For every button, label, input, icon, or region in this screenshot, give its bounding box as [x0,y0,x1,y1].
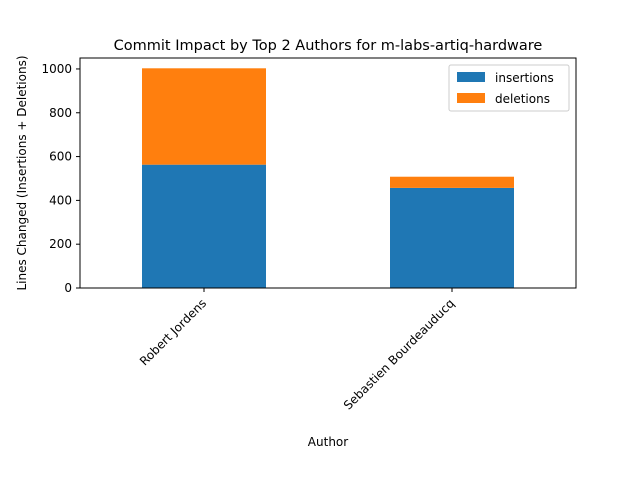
legend: insertions deletions [448,64,570,112]
y-tick-label: 800 [49,106,72,120]
legend-label-deletions: deletions [495,92,550,106]
y-tick-label: 600 [49,150,72,164]
x-axis-label: Author [308,435,348,449]
legend-swatch-insertions [457,72,485,82]
y-tick-label: 400 [49,193,72,207]
y-tick-label: 0 [64,281,72,295]
bars-layer [142,68,514,288]
y-tick-label: 200 [49,237,72,251]
chart-title: Commit Impact by Top 2 Authors for m-lab… [114,38,543,54]
legend-swatch-deletions [457,93,485,103]
plot-frame [79,57,577,289]
bar-insertions-2 [390,187,514,288]
bar-insertions-1 [142,164,266,288]
bar-deletions-1 [142,68,266,165]
bar-deletions-2 [390,176,514,188]
y-tick-label: 1000 [41,62,72,76]
y-axis: 0 200 400 600 800 1000 [41,62,80,295]
legend-label-insertions: insertions [495,71,554,85]
y-axis-label: Lines Changed (Insertions + Deletions) [15,55,29,290]
